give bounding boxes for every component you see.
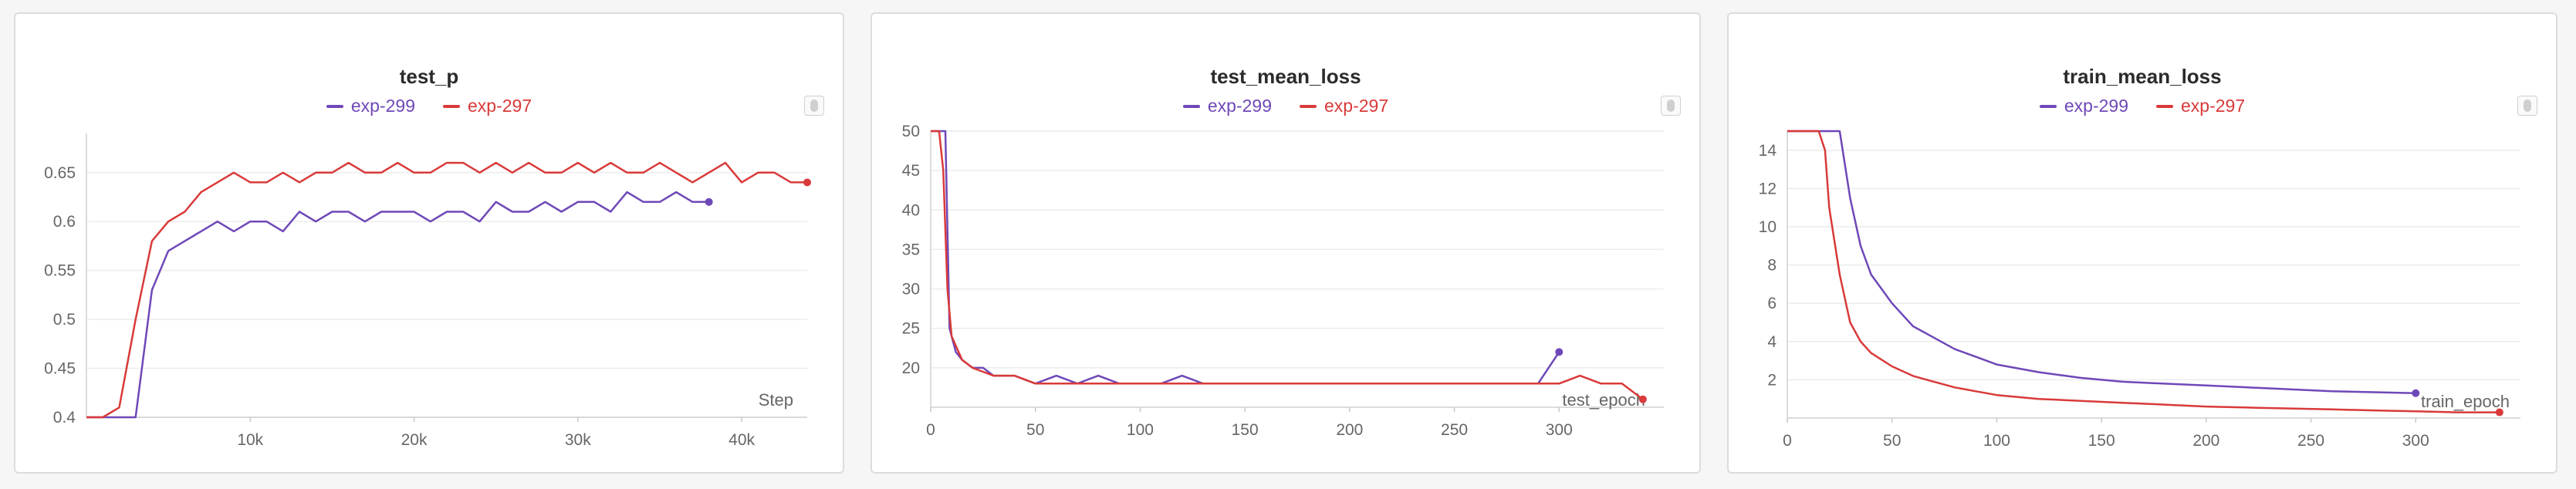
chart-plot-area: 0.4 0.45 0.5 0.55 0.6 0.65 10k 20k 30k 40k Step: [44, 133, 811, 449]
legend-label: exp-297: [2181, 96, 2246, 116]
x-tick-label: 150: [2088, 432, 2115, 450]
y-tick-label: 0.5: [53, 311, 76, 329]
y-tick-label: 35: [902, 241, 920, 258]
x-tick-label: 200: [1336, 421, 1363, 439]
legend-swatch-icon: [326, 104, 343, 108]
x-tick-label: 250: [1441, 421, 1468, 439]
chart-plot-area: 20 25 30 35 40 45 50 0 50 100 150 200 250 300 test_epo…: [902, 123, 1664, 439]
x-axis-label: Step: [759, 390, 793, 410]
chart-panel-test-mean-loss: test_mean_loss exp-299 exp-297 20 25 30 35 4…: [870, 12, 1701, 474]
legend-item-exp-299[interactable]: exp-299: [326, 96, 415, 116]
y-tick-label: 30: [902, 281, 920, 298]
legend-swatch-icon: [2039, 104, 2057, 108]
x-tick-label: 50: [1883, 432, 1901, 450]
x-tick-label: 0: [926, 421, 935, 439]
chart-panel-train-mean-loss: train_mean_loss exp-299 exp-297 2 4 6 8 10 12…: [1727, 12, 2557, 474]
chart-legend: exp-299 exp-297: [1729, 96, 2556, 116]
series-end-point: [1555, 348, 1564, 356]
legend-item-exp-297[interactable]: exp-297: [1300, 96, 1388, 116]
legend-label: exp-297: [1324, 96, 1389, 116]
series-end-point: [803, 178, 811, 187]
x-axis-label: test_epoch: [1562, 390, 1645, 410]
legend-swatch-icon: [443, 104, 460, 108]
legend-swatch-icon: [1300, 104, 1317, 108]
series-line-exp-299: [931, 130, 1560, 385]
x-tick-label: 300: [1546, 421, 1573, 439]
x-tick-label: 20k: [401, 431, 428, 449]
legend-label: exp-299: [1207, 96, 1272, 116]
series-end-point: [705, 197, 713, 206]
legend-swatch-icon: [2156, 104, 2173, 108]
chart-title: train_mean_loss: [2063, 65, 2222, 88]
y-tick-label: 14: [1759, 142, 1777, 160]
x-tick-label: 150: [1232, 421, 1259, 439]
panel-toggle-icon[interactable]: [804, 96, 824, 116]
x-tick-label: 200: [2192, 432, 2219, 450]
x-tick-label: 0: [1783, 432, 1792, 450]
y-tick-label: 0.4: [53, 409, 76, 427]
y-tick-label: 50: [902, 123, 920, 140]
x-tick-label: 30k: [565, 431, 591, 449]
legend-item-exp-299[interactable]: exp-299: [2039, 96, 2128, 116]
legend-item-exp-297[interactable]: exp-297: [2156, 96, 2245, 116]
y-tick-label: 25: [902, 320, 920, 338]
series-line-exp-299: [1787, 130, 2416, 395]
x-tick-label: 100: [1127, 421, 1154, 439]
y-tick-label: 0.45: [44, 360, 76, 378]
legend-swatch-icon: [1182, 104, 1200, 108]
x-tick-label: 10k: [237, 431, 263, 449]
x-tick-label: 250: [2297, 432, 2324, 450]
legend-item-exp-299[interactable]: exp-299: [1182, 96, 1272, 116]
chart-title: test_p: [399, 65, 459, 88]
y-tick-label: 10: [1759, 218, 1776, 236]
series-end-point: [1638, 395, 1647, 403]
y-tick-label: 6: [1767, 295, 1776, 312]
chart-plot-area: 2 4 6 8 10 12 14 0 50 100 150 200 250 300 train_epoch: [1759, 130, 2520, 450]
y-tick-label: 2: [1767, 371, 1776, 389]
series-line-exp-297: [931, 130, 1644, 400]
y-tick-label: 12: [1759, 180, 1776, 197]
y-tick-label: 4: [1767, 333, 1776, 351]
y-tick-label: 45: [902, 162, 920, 180]
panel-toggle-icon[interactable]: [1661, 96, 1681, 116]
legend-label: exp-297: [468, 96, 532, 116]
x-tick-label: 300: [2402, 432, 2429, 450]
series-line-exp-297: [86, 161, 807, 419]
series-end-point: [2495, 408, 2503, 416]
y-tick-label: 0.6: [53, 213, 76, 231]
series-line-exp-299: [86, 191, 709, 419]
x-tick-label: 50: [1026, 421, 1044, 439]
chart-title: test_mean_loss: [1210, 65, 1361, 88]
x-tick-label: 40k: [729, 431, 755, 449]
panel-toggle-icon[interactable]: [2517, 96, 2537, 116]
y-tick-label: 20: [902, 359, 920, 377]
y-tick-label: 0.55: [44, 262, 76, 280]
chart-legend: exp-299 exp-297: [15, 96, 843, 116]
y-tick-label: 8: [1767, 257, 1776, 275]
chart-panel-test-p: test_p exp-299 exp-297 0.4 0.45 0.5 0.55 0.6…: [14, 12, 844, 474]
x-axis-label: train_epoch: [2421, 392, 2510, 411]
x-tick-label: 100: [1983, 432, 2010, 450]
y-tick-label: 40: [902, 201, 920, 219]
chart-legend: exp-299 exp-297: [872, 96, 1699, 116]
series-line-exp-297: [1787, 130, 2500, 413]
legend-item-exp-297[interactable]: exp-297: [443, 96, 532, 116]
y-tick-label: 0.65: [44, 164, 76, 182]
legend-label: exp-299: [2064, 96, 2128, 116]
series-end-point: [2412, 389, 2420, 397]
legend-label: exp-299: [350, 96, 415, 116]
